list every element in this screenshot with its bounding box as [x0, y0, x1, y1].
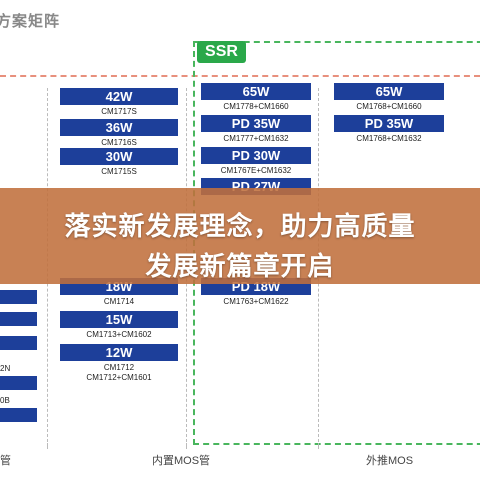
left-card-text: 0B [0, 396, 10, 405]
part-number: CM1768+CM1660 [356, 102, 422, 111]
page-title: 方案矩阵 [0, 13, 61, 30]
part-number: CM1778+CM1660 [223, 102, 289, 111]
power-card-65w: 65W [334, 83, 444, 100]
part-number: CM1768+CM1632 [356, 134, 422, 143]
power-card-36w: 36W [60, 119, 178, 136]
left-card-text: 2N [0, 364, 11, 373]
part-number: CM1717S [101, 107, 137, 116]
part-number: CM1714 [103, 297, 135, 306]
power-card-12w: 12W [60, 344, 178, 361]
power-card-pd30w: PD 30W [201, 147, 311, 164]
left-card [0, 336, 37, 350]
ssr-badge: SSR [197, 41, 246, 63]
part-number: CM1715S [101, 167, 137, 176]
part-number: CM1767E+CM1632 [220, 166, 292, 175]
column-label-internal-mos: 内置MOS管 [152, 455, 211, 467]
part-number: CM1763+CM1622 [223, 297, 289, 306]
power-card-30w: 30W [60, 148, 178, 165]
power-card-65w: 65W [201, 83, 311, 100]
column-label-left: 管 [0, 455, 11, 467]
part-number: CM1712 CM1712+CM1601 [86, 363, 152, 382]
part-number: CM1777+CM1632 [223, 134, 289, 143]
left-card [0, 408, 37, 422]
headline-line-2: 发展新篇章开启 [145, 251, 335, 281]
headline-overlay [0, 188, 480, 284]
part-number: CM1713+CM1602 [86, 330, 152, 339]
power-card-42w: 42W [60, 88, 178, 105]
column-label-external-mos: 外推MOS [366, 455, 414, 467]
headline-line-1: 落实新发展理念，助力高质量 [64, 211, 416, 241]
power-card-15w: 15W [60, 311, 178, 328]
power-card-pd35w: PD 35W [334, 115, 444, 132]
axis-tick [186, 443, 187, 449]
axis-tick [47, 443, 48, 449]
orange-dashed-divider [0, 75, 480, 77]
axis-tick [318, 443, 319, 449]
left-card [0, 312, 37, 326]
left-card [0, 376, 37, 390]
part-number: CM1716S [101, 138, 137, 147]
power-card-pd35w: PD 35W [201, 115, 311, 132]
left-card [0, 290, 37, 304]
